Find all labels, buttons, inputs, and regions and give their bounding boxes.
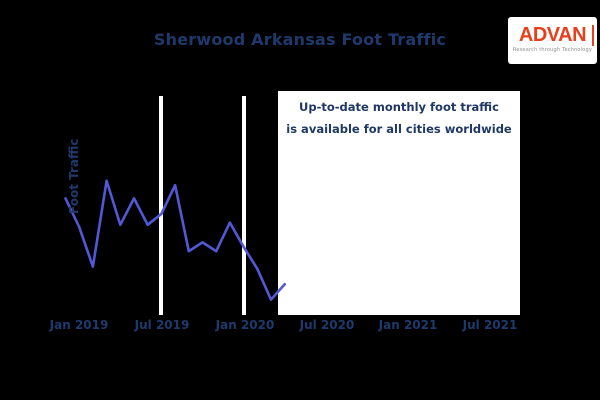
x-tick-label-jul-2019: Jul 2019 [134, 318, 190, 332]
x-tick-label-jan-2020: Jan 2020 [215, 318, 275, 332]
foot-traffic-line [64, 179, 287, 301]
y-axis-label: Foot Traffic [66, 138, 81, 215]
logo-accent-bar [592, 25, 594, 46]
advan-logo: ADVAN Research through Technology [508, 17, 597, 64]
promo-overlay-text-line2: is available for all cities worldwide [286, 122, 512, 136]
x-tick-label-jan-2019: Jan 2019 [49, 318, 109, 332]
chart-title: Sherwood Arkansas Foot Traffic [153, 30, 447, 49]
x-tick-label-jul-2020: Jul 2020 [299, 318, 355, 332]
x-tick-label-jan-2021: Jan 2021 [378, 318, 438, 332]
x-tick-label-jul-2021: Jul 2021 [462, 318, 518, 332]
gridline-jan-2020 [242, 96, 246, 315]
advan-logo-wordmark: ADVAN [518, 24, 587, 46]
advan-logo-tagline: Research through Technology [512, 47, 593, 53]
gridline-jul-2019 [159, 96, 163, 315]
promo-overlay-box: Up-to-date monthly foot traffic is avail… [278, 91, 520, 315]
promo-overlay-text-line1: Up-to-date monthly foot traffic [299, 100, 499, 114]
